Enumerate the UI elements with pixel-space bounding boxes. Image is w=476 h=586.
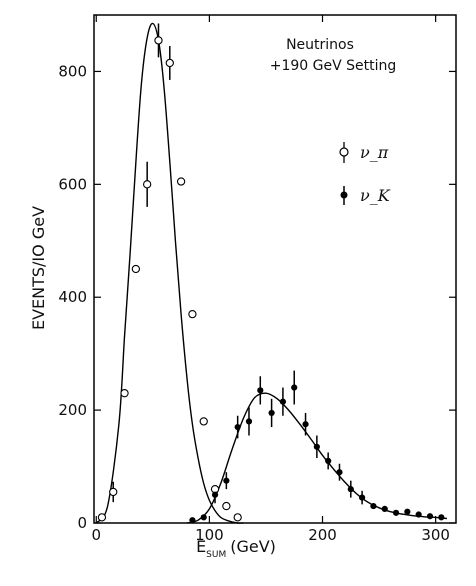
legend-k-marker [340, 191, 348, 199]
pi-data-point [176, 177, 186, 186]
k-data-point [381, 505, 388, 512]
y-tick-label: 800 [58, 62, 87, 80]
pi-data-point [109, 487, 118, 497]
k-data-point [245, 418, 253, 425]
k-data-point [426, 513, 434, 520]
legend-pi-label: ν_π [360, 143, 389, 162]
fit-curves [95, 22, 447, 524]
k-data-point [415, 511, 422, 518]
y-tick-label: 200 [58, 401, 87, 419]
pi-data-point [97, 513, 107, 522]
x-tick-label: 0 [91, 526, 101, 544]
x-axis-title-main: E [196, 537, 206, 556]
pi-data-point [210, 484, 220, 494]
pi-data-point [188, 310, 197, 319]
legend-k-label: ν_K [360, 186, 391, 205]
k-data-point [359, 494, 366, 501]
data-points [97, 36, 445, 524]
k-data-point [234, 423, 241, 431]
annotation-line-1: Neutrinos [286, 37, 354, 53]
k-data-point [200, 514, 207, 521]
plot-frame [93, 14, 457, 524]
x-tick-label: 100 [195, 526, 224, 544]
pi-data-point [233, 513, 242, 522]
k-data-point [302, 421, 309, 428]
pi-data-point [222, 501, 231, 511]
k-data-point [347, 486, 354, 493]
k-data-point [257, 387, 264, 394]
y-tick-label: 0 [77, 514, 87, 532]
k-data-point [268, 409, 275, 417]
error-bars [112, 23, 363, 505]
x-axis-title: ESUM (GeV) [196, 537, 276, 560]
k-data-point [279, 398, 287, 405]
pi-data-point [199, 417, 208, 426]
k-data-point [438, 514, 445, 521]
k-data-point [313, 443, 320, 450]
pi-fit-curve [95, 22, 244, 524]
x-tick-label: 300 [421, 526, 450, 544]
x-axis-title-subscript: SUM [206, 550, 226, 560]
pi-data-point [143, 180, 152, 189]
k-data-point [211, 491, 219, 498]
annotation-line-2: +190 GeV Setting [270, 58, 397, 74]
x-axis-title-unit: (GeV) [230, 537, 276, 556]
y-tick-label: 400 [58, 288, 87, 306]
k-data-point [223, 477, 230, 484]
legend: ν_π ν_K [339, 142, 391, 205]
y-axis-title: EVENTS/IO GeV [29, 206, 48, 330]
k-data-point [370, 502, 377, 510]
x-tick-label: 200 [308, 526, 337, 544]
y-tick-label: 600 [58, 175, 87, 193]
axis-ticks: 0 100 200 300 0 200 400 600 800 [58, 15, 456, 544]
k-data-point [325, 457, 332, 465]
legend-pi-marker [339, 147, 349, 157]
pi-data-point [120, 389, 129, 398]
pi-data-point [165, 58, 174, 68]
pi-data-point [154, 36, 163, 45]
k-data-point [404, 508, 411, 515]
k-data-point [291, 384, 298, 391]
k-data-point [189, 517, 196, 524]
k-data-point [336, 469, 343, 476]
pi-data-point [131, 264, 141, 274]
k-data-point [392, 509, 400, 516]
